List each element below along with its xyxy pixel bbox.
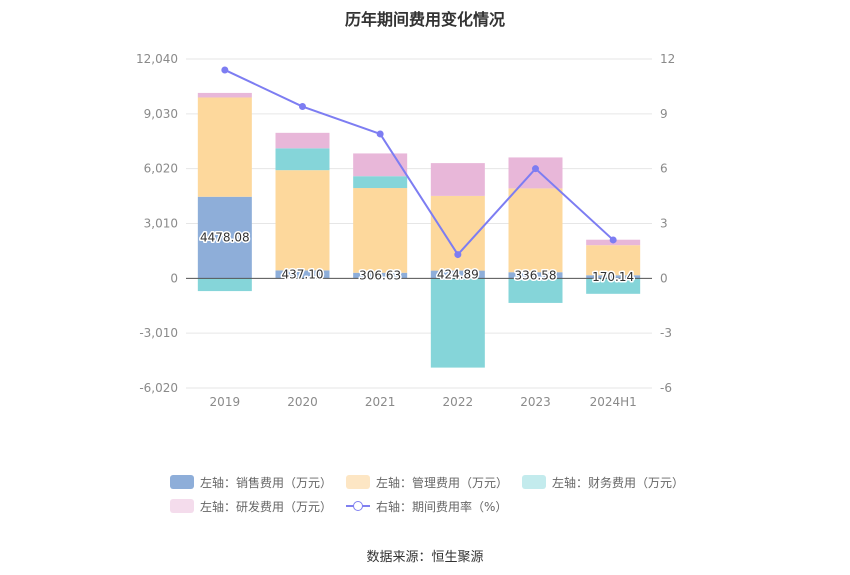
- chart-title: 历年期间费用变化情况: [344, 10, 505, 29]
- left-tick-label: 9,030: [144, 107, 178, 121]
- right-tick-label: 3: [660, 217, 668, 231]
- left-axis: -6,020 -3,010 0 3,010 6,020 9,030 12,040: [136, 52, 178, 395]
- x-tick-label: 2024H1: [590, 395, 637, 409]
- bar-finance: [275, 148, 330, 171]
- x-tick-label: 2023: [520, 395, 551, 409]
- bar-finance: [430, 278, 485, 368]
- bar-sales: [197, 196, 252, 279]
- bar-label-sales: 424.89: [437, 267, 479, 281]
- rate-line: [224, 69, 614, 257]
- bar-sales: [430, 270, 485, 279]
- legend-swatch-rnd: [170, 499, 194, 513]
- legend-item-rnd[interactable]: 左轴：研发费用（万元）: [170, 498, 332, 515]
- bar-admin: [508, 188, 563, 273]
- legend-label-rate: 右轴：期间费用率（%）: [376, 499, 508, 514]
- rate-point: [532, 165, 539, 173]
- rate-point: [454, 251, 462, 259]
- legend-swatch-finance: [522, 475, 547, 489]
- left-tick-label: -6,020: [139, 381, 178, 395]
- legend-label-finance: 左轴：财务费用（万元）: [552, 475, 685, 490]
- legend-label-sales: 左轴：销售费用（万元）: [200, 475, 333, 490]
- right-tick-label: 9: [660, 107, 668, 121]
- bar-sales: [508, 272, 563, 279]
- bar-label-sales: 336.58: [515, 268, 557, 282]
- bar-rnd: [508, 157, 563, 189]
- rate-point: [376, 130, 384, 138]
- bar-finance: [353, 176, 408, 189]
- legend-row-2: 左轴：研发费用（万元） 右轴：期间费用率（%）: [170, 494, 690, 518]
- bar-admin: [275, 170, 330, 271]
- bar-label-layer: 4478.08 437.10 306.63 424.89 336.58 170.14: [199, 229, 636, 285]
- legend-label-rnd: 左轴：研发费用（万元）: [200, 499, 333, 514]
- left-tick-label: 6,020: [144, 162, 178, 176]
- legend-line-icon: [346, 499, 371, 513]
- right-tick-label: -3: [660, 326, 672, 340]
- chart-plot: -6,020 -3,010 0 3,010 6,020 9,030 12,040 -6 -3 0…: [136, 52, 675, 409]
- right-tick-label: 12: [660, 52, 675, 66]
- bar-label-sales: 306.63: [359, 269, 401, 283]
- x-tick-label: 2021: [365, 395, 396, 409]
- bar-admin: [197, 97, 252, 197]
- legend-item-rate[interactable]: 右轴：期间费用率（%）: [346, 498, 507, 515]
- bar-label-sales: 4478.08: [200, 231, 250, 245]
- right-axis: -6 -3 0 3 6 9 12: [660, 52, 675, 395]
- x-tick-label: 2020: [287, 395, 318, 409]
- legend-row-1: 左轴：销售费用（万元） 左轴：管理费用（万元） 左轴：财务费用（万元）: [170, 470, 690, 494]
- right-tick-label: 6: [660, 162, 668, 176]
- grid-layer: [186, 58, 652, 389]
- bar-sales: [353, 272, 408, 279]
- rate-point: [609, 236, 617, 244]
- x-axis: 2019 2020 2021 2022 2023 2024H1: [210, 395, 637, 409]
- legend-label-admin: 左轴：管理费用（万元）: [376, 475, 509, 490]
- bar-rnd: [430, 163, 485, 196]
- rate-point: [299, 103, 306, 111]
- bar-label-sales: 437.10: [282, 267, 324, 281]
- bars-layer: [197, 92, 641, 368]
- bar-finance: [508, 278, 563, 303]
- bar-finance: [197, 278, 252, 292]
- left-tick-label: 3,010: [144, 217, 178, 231]
- legend-item-admin[interactable]: 左轴：管理费用（万元）: [346, 474, 508, 491]
- bar-sales: [586, 275, 641, 279]
- rate-point: [221, 66, 229, 74]
- bar-rnd: [353, 153, 408, 177]
- bar-finance: [586, 278, 641, 294]
- legend-swatch-sales: [170, 475, 194, 489]
- bar-label-sales: 170.14: [592, 270, 634, 284]
- legend-item-sales[interactable]: 左轴：销售费用（万元）: [170, 474, 332, 491]
- left-tick-label: 0: [170, 271, 178, 285]
- bar-sales: [275, 270, 330, 279]
- left-tick-label: 12,040: [136, 52, 178, 66]
- bar-rnd: [197, 92, 252, 98]
- x-tick-label: 2022: [443, 395, 474, 409]
- rate-line-layer: [221, 66, 617, 259]
- legend-swatch-admin: [346, 475, 371, 489]
- bar-admin: [586, 245, 641, 276]
- source-note: 数据来源：恒生聚源: [366, 550, 484, 565]
- left-tick-label: -3,010: [139, 326, 178, 340]
- right-tick-label: -6: [660, 381, 672, 395]
- bar-rnd: [275, 132, 330, 149]
- bar-admin: [353, 188, 408, 273]
- legend: 左轴：销售费用（万元） 左轴：管理费用（万元） 左轴：财务费用（万元） 左轴：研…: [170, 470, 690, 518]
- x-tick-label: 2019: [210, 395, 241, 409]
- right-tick-label: 0: [660, 271, 668, 285]
- legend-item-finance[interactable]: 左轴：财务费用（万元）: [522, 474, 684, 491]
